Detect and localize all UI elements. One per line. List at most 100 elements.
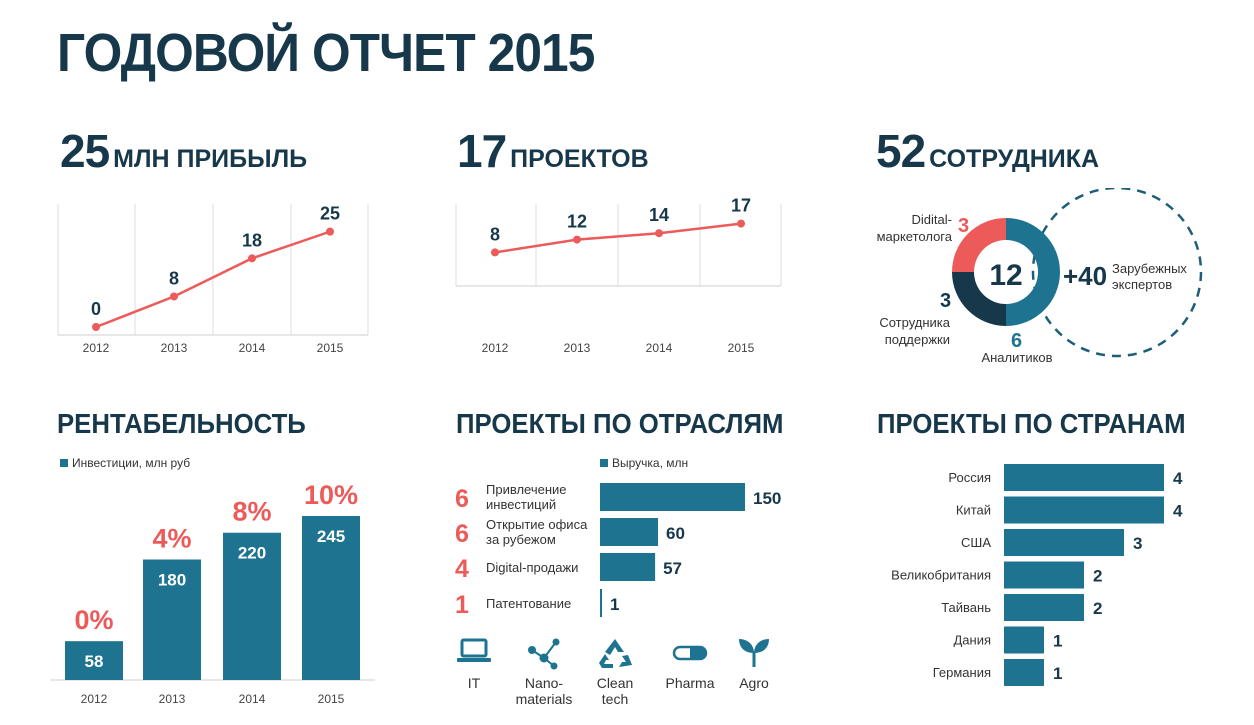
category-label: Великобритания <box>891 568 991 583</box>
x-tick-label: 2012 <box>83 341 110 355</box>
bar <box>1004 659 1044 686</box>
x-tick-label: 2015 <box>318 692 345 706</box>
bar <box>1004 496 1164 524</box>
data-point <box>737 219 745 228</box>
industry-count: 6 <box>455 520 469 548</box>
industry-pharma-label: Pharma <box>665 675 715 691</box>
section-title-countries: ПРОЕКТЫ ПО СТРАНАМ <box>877 408 1186 439</box>
projects-line-chart: 8 2012 12 2013 14 2014 17 2015 <box>455 196 782 355</box>
x-tick-label: 2014 <box>239 341 266 355</box>
bar-value-label: 180 <box>158 571 186 590</box>
industry-it-label: IT <box>467 675 481 691</box>
support-label-line1: Сотрудника <box>879 315 950 330</box>
profitability-bar-chart: 58 0% 2012 180 4% 2013 220 8% 2014 245 10% 2015 <box>50 480 375 706</box>
legend-swatch <box>60 459 68 467</box>
bar-value-label: 1 <box>1053 664 1062 683</box>
donut-segment-marketing <box>952 218 1006 272</box>
bar <box>1004 529 1124 556</box>
category-label: Германия <box>933 665 991 680</box>
analysts-count: 6 <box>1011 330 1022 352</box>
analysts-label: Аналитиков <box>981 350 1052 365</box>
data-point <box>326 227 334 236</box>
kpi-projects-label: ПРОЕКТОВ <box>510 145 649 173</box>
category-label: Патентование <box>486 596 571 611</box>
industry-it: IT <box>434 636 514 691</box>
bar-value-label: 58 <box>85 652 104 671</box>
bar <box>1004 464 1164 491</box>
x-tick-label: 2013 <box>159 692 186 706</box>
industry-count: 4 <box>455 555 469 583</box>
percent-label: 8% <box>232 497 271 527</box>
support-count: 3 <box>940 290 951 312</box>
bar <box>143 559 201 680</box>
industries-bar-chart: 150 6 Привлечение инвестиций 60 6 Открытие офи… <box>455 482 781 619</box>
bar-value-label: 1 <box>610 595 619 614</box>
percent-label: 0% <box>74 605 113 635</box>
category-label: Открытие офиса за рубежом <box>486 517 588 547</box>
data-point <box>248 254 256 263</box>
industry-pharma: Pharma <box>650 636 730 691</box>
pill-icon <box>672 645 708 661</box>
industry-count: 6 <box>455 485 469 513</box>
bar <box>65 641 123 680</box>
series-line <box>494 222 742 254</box>
data-point <box>655 229 663 238</box>
x-tick-label: 2013 <box>564 341 591 355</box>
section-title-industries: ПРОЕКТЫ ПО ОТРАСЛЯМ <box>456 408 784 439</box>
bar-value-label: 2 <box>1093 599 1102 618</box>
recycle-icon <box>599 639 632 668</box>
legend-investments-label: Инвестиции, млн руб <box>72 456 191 470</box>
data-label: 14 <box>649 205 669 225</box>
page-title: ГОДОВОЙ ОТЧЕТ 2015 <box>57 23 595 83</box>
industry-nano-label: Nano-materials <box>515 675 573 707</box>
data-label: 0 <box>91 299 101 319</box>
bar <box>223 532 281 680</box>
donut-segment-analysts <box>1006 218 1060 326</box>
data-label: 18 <box>242 230 262 250</box>
section-title-profitability: РЕНТАБЕЛЬНОСТЬ <box>57 408 306 439</box>
kpi-staff: 52 СОТРУДНИКА <box>876 124 1099 178</box>
data-point <box>92 323 100 331</box>
data-label: 17 <box>731 196 751 216</box>
bar <box>1004 561 1084 589</box>
bar-value-label: 4 <box>1173 469 1183 488</box>
x-tick-label: 2015 <box>317 341 344 355</box>
marketing-label-line2: маркетолога <box>877 229 953 244</box>
bar-value-label: 1 <box>1053 632 1062 651</box>
legend-revenue: Выручка, млн <box>600 456 688 470</box>
category-label: Дания <box>953 633 991 648</box>
bar <box>600 483 745 511</box>
category-label: Digital-продажи <box>486 560 578 575</box>
kpi-profit: 25 МЛН ПРИБЫЛЬ <box>60 124 307 178</box>
x-tick-label: 2012 <box>482 341 509 355</box>
bar-value-label: 57 <box>663 559 682 578</box>
kpi-staff-number: 52 <box>876 125 926 177</box>
bar-value-label: 220 <box>238 544 266 563</box>
bar <box>600 553 656 581</box>
bar-value-label: 150 <box>753 489 781 508</box>
kpi-profit-label: МЛН ПРИБЫЛЬ <box>113 145 308 173</box>
industry-agro: Agro <box>714 636 794 691</box>
external-label-line2: экспертов <box>1112 277 1172 292</box>
category-label: Тайвань <box>941 600 991 615</box>
industry-cleantech-label: Clean tech <box>596 675 634 707</box>
bar <box>302 516 360 680</box>
x-tick-label: 2014 <box>239 692 266 706</box>
category-label: Привлечение инвестиций <box>486 482 567 512</box>
percent-label: 10% <box>304 480 358 510</box>
x-tick-label: 2015 <box>728 341 755 355</box>
staff-donut-chart: 12 3 Didital- маркетолога 3 Сотрудника п… <box>877 188 1203 365</box>
kpi-projects-number: 17 <box>457 125 507 177</box>
x-tick-label: 2014 <box>646 341 673 355</box>
data-label: 8 <box>490 224 500 244</box>
marketing-count: 3 <box>958 215 969 237</box>
x-tick-label: 2012 <box>81 692 108 706</box>
bar-value-label: 2 <box>1093 567 1102 586</box>
legend-revenue-label: Выручка, млн <box>612 456 689 470</box>
support-label-line2: поддержки <box>885 332 950 347</box>
data-label: 12 <box>567 212 587 232</box>
external-experts-dashed-circle <box>1031 188 1203 358</box>
industry-cleantech: Clean tech <box>575 636 655 707</box>
laptop-icon <box>457 638 491 662</box>
molecule-icon <box>528 638 560 670</box>
